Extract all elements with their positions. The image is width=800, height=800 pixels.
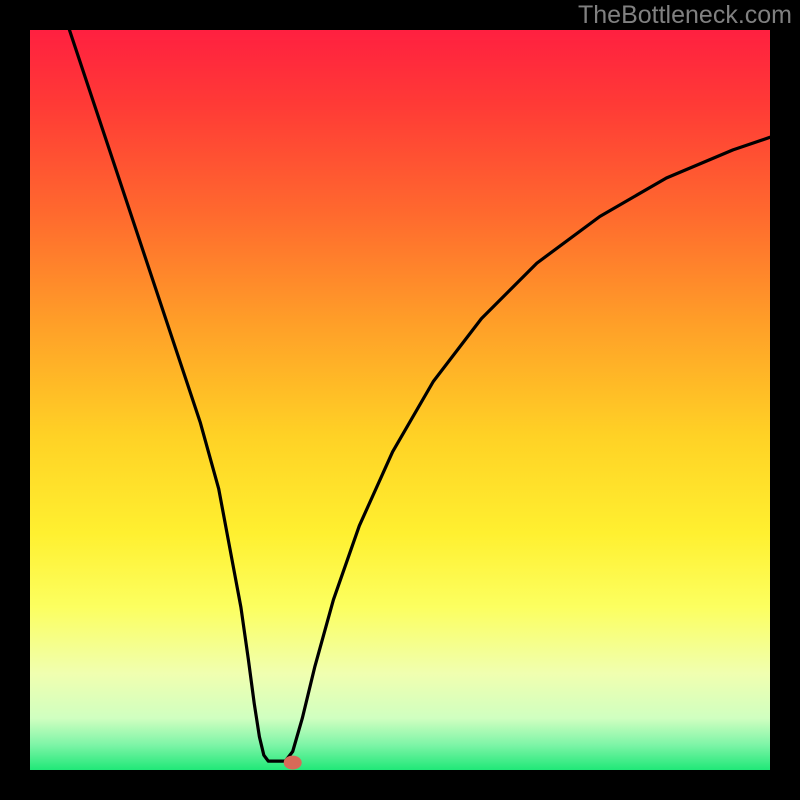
plot-area bbox=[30, 30, 770, 770]
chart-container: TheBottleneck.com bbox=[0, 0, 800, 800]
watermark-text: TheBottleneck.com bbox=[578, 1, 792, 30]
bottleneck-chart bbox=[0, 0, 800, 800]
optimal-point-marker bbox=[284, 756, 302, 770]
